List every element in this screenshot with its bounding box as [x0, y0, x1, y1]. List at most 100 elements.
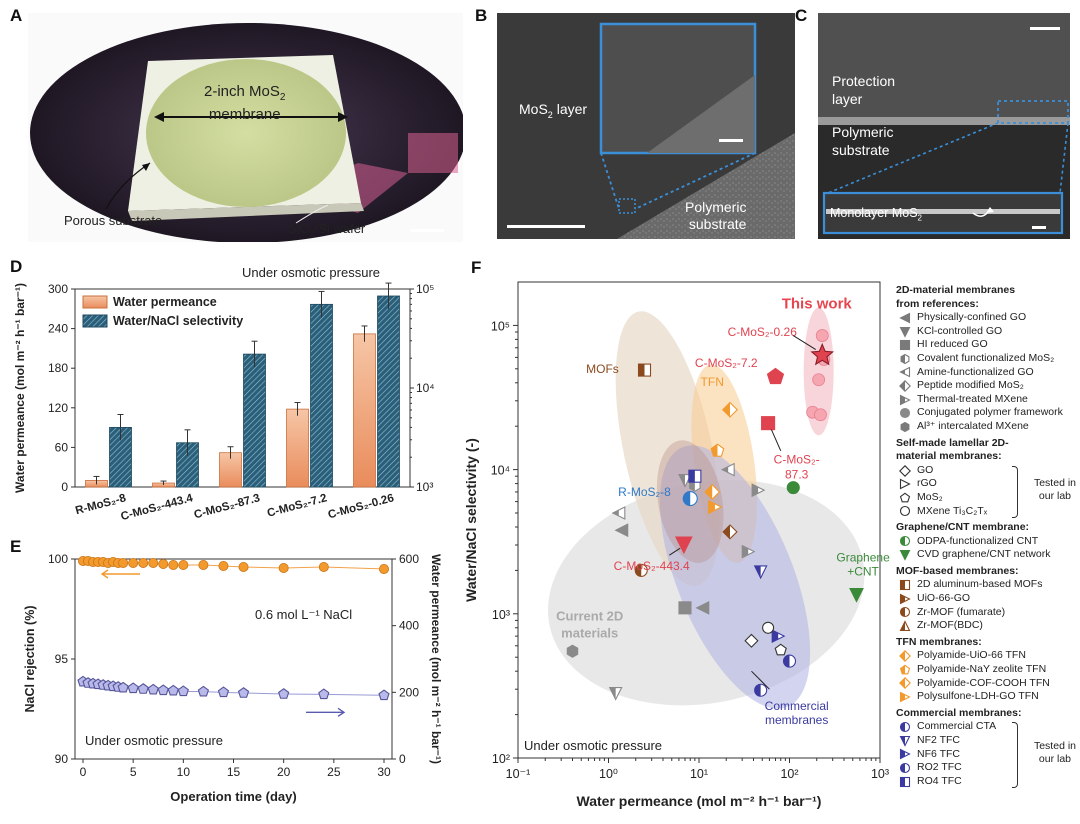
- point-reference: [751, 483, 766, 498]
- legend-item: NF2 TFC: [896, 734, 1080, 748]
- legend-section-title: MOF-based membranes:: [896, 564, 1019, 577]
- annotation-osmotic: Under osmotic pressure: [85, 733, 223, 748]
- legend-item-label: KCl-controlled GO: [917, 324, 1003, 337]
- point-rejection: [168, 559, 179, 570]
- legend-marker-icon: [899, 722, 911, 733]
- point-this-work: [814, 408, 827, 422]
- legend-marker: [899, 691, 911, 703]
- point-reference: [614, 523, 629, 538]
- y-axis-label: Water/NaCl selectivity (-): [463, 438, 479, 602]
- legend-item-label: Conjugated polymer framework: [917, 406, 1063, 419]
- leader-line: [792, 335, 817, 350]
- legend-marker-icon: [900, 353, 910, 364]
- point-permeance: [147, 683, 159, 695]
- y-tick-label-left: 0: [61, 480, 68, 494]
- legend-marker-icon: [899, 677, 911, 690]
- legend-section-title: from references:: [896, 297, 979, 310]
- legend-item: RO2 TFC: [896, 761, 1080, 775]
- legend-marker: [899, 550, 911, 561]
- annotation-this-work: This work: [782, 295, 853, 312]
- y-tick-label-right: 600: [399, 552, 419, 566]
- point-permeance: [117, 681, 129, 693]
- annotation-graphene: Graphene: [836, 551, 890, 565]
- legend-marker-icon: [899, 776, 911, 787]
- panel-a-photo: 2-inch MoS2 membrane Porous substrate SiO…: [28, 13, 463, 242]
- mos2-membrane-circle: [146, 59, 346, 207]
- panel-a-label: A: [10, 6, 23, 25]
- legend-item: Polysulfone-LDH-GO TFN: [896, 690, 1080, 704]
- y-tick-label-left: 300: [48, 282, 68, 296]
- legend-item-label: RO4 TFC: [917, 774, 962, 787]
- panel-d-label: D: [10, 257, 23, 276]
- legend-section-title: material membranes:: [896, 450, 1002, 463]
- annotation-mofs: MOFs: [586, 362, 619, 376]
- wafer-label: SiO2/Si wafer: [288, 221, 366, 239]
- legend-item: Conjugated polymer framework: [896, 406, 1080, 420]
- legend-item-label: Polyamide-UiO-66 TFN: [917, 649, 1026, 662]
- point-commercial: [782, 654, 797, 668]
- legend-item: 2D aluminum-based MOFs: [896, 578, 1080, 592]
- label-c-mos2-0-26: C-MoS₂-0.26: [728, 325, 798, 339]
- point-this-work: [815, 329, 829, 342]
- y-tick-label-right: 0: [399, 752, 406, 766]
- y-tick-label-left: 240: [48, 322, 68, 336]
- bar-water-permeance: [286, 408, 309, 488]
- legend-item-label: NF2 TFC: [917, 734, 960, 746]
- point-r-mos2-8: [682, 490, 698, 507]
- legend-marker: [899, 464, 911, 477]
- point-rejection: [178, 559, 189, 570]
- y-tick-label: 10⁴: [491, 464, 510, 478]
- legend-item: RO4 TFC: [896, 775, 1080, 789]
- legend-item: NF6 TFC: [896, 748, 1080, 762]
- point-lab-2d: [762, 621, 775, 634]
- point-lab-2d: [744, 633, 759, 648]
- y-tick-label-left: 100: [48, 552, 68, 566]
- legend-label-selectivity: Water/NaCl selectivity: [113, 314, 243, 328]
- legend-item-label: Polysulfone-LDH-GO TFN: [917, 690, 1039, 703]
- x-tick-label: 10⁻¹: [506, 767, 531, 781]
- x-tick-label: 10²: [780, 767, 798, 781]
- legend-marker: [899, 580, 911, 591]
- legend-item-label: rGO: [917, 477, 937, 490]
- legend-tested-note: Tested in our lab: [1033, 476, 1076, 502]
- legend-item-label: NF6 TFC: [917, 747, 960, 760]
- label-c-mos2-87-3: C-MoS₂-: [774, 453, 820, 467]
- legend-item: Thermal-treated MXene: [896, 393, 1080, 407]
- arrow-right-head: [337, 707, 346, 717]
- legend-marker: [899, 340, 911, 351]
- point-reference: [634, 563, 648, 577]
- point-reference: [786, 481, 800, 495]
- legend-marker-icon: [899, 691, 911, 703]
- legend-marker-icon: [899, 735, 911, 747]
- legend-marker-icon: [899, 580, 911, 591]
- y-axis-label-left: NaCl rejection (%): [23, 606, 37, 713]
- panel-c-tem: Protection layer Polymeric substrate Monol…: [818, 13, 1070, 239]
- point-rejection: [218, 560, 229, 571]
- leader-line: [669, 547, 681, 556]
- point-rejection: [158, 558, 169, 569]
- legend-marker: [899, 677, 911, 690]
- chart-d-title: Under osmotic pressure: [242, 265, 380, 280]
- point-lab-2d: [774, 643, 787, 656]
- legend-tested-note: Tested in our lab: [1033, 740, 1076, 766]
- legend-item-label: Al³⁺ intercalated MXene: [917, 419, 1029, 432]
- legend-item: Al³⁺ intercalated MXene: [896, 420, 1080, 434]
- legend-item-label: MoS₂: [917, 490, 943, 503]
- legend-marker-icon: [899, 607, 911, 618]
- y-tick-label-left: 180: [48, 361, 68, 375]
- legend-marker-icon: [899, 394, 911, 405]
- legend-marker-icon: [899, 593, 911, 605]
- legend-marker-icon: [900, 421, 910, 432]
- legend-item: Polyamide-NaY zeolite TFN: [896, 663, 1080, 677]
- legend-item-label: ODPA-functionalized CNT: [917, 534, 1039, 547]
- legend-swatch-water: [82, 295, 108, 309]
- point-commercial: [688, 469, 702, 483]
- legend-label-water: Water permeance: [113, 295, 217, 309]
- x-category-label: C-MoS₂-443.4: [120, 492, 195, 523]
- chart-e: 0 5 10 15 20 25 30 90 95 100 0 200 400 600 0.6 mol L⁻¹…: [23, 552, 443, 804]
- point-permeance: [177, 685, 189, 697]
- x-tick-label: 20: [277, 765, 291, 779]
- legend-marker: [899, 650, 911, 663]
- point-mof: [637, 363, 652, 377]
- legend-item: Physically-confined GO: [896, 311, 1080, 325]
